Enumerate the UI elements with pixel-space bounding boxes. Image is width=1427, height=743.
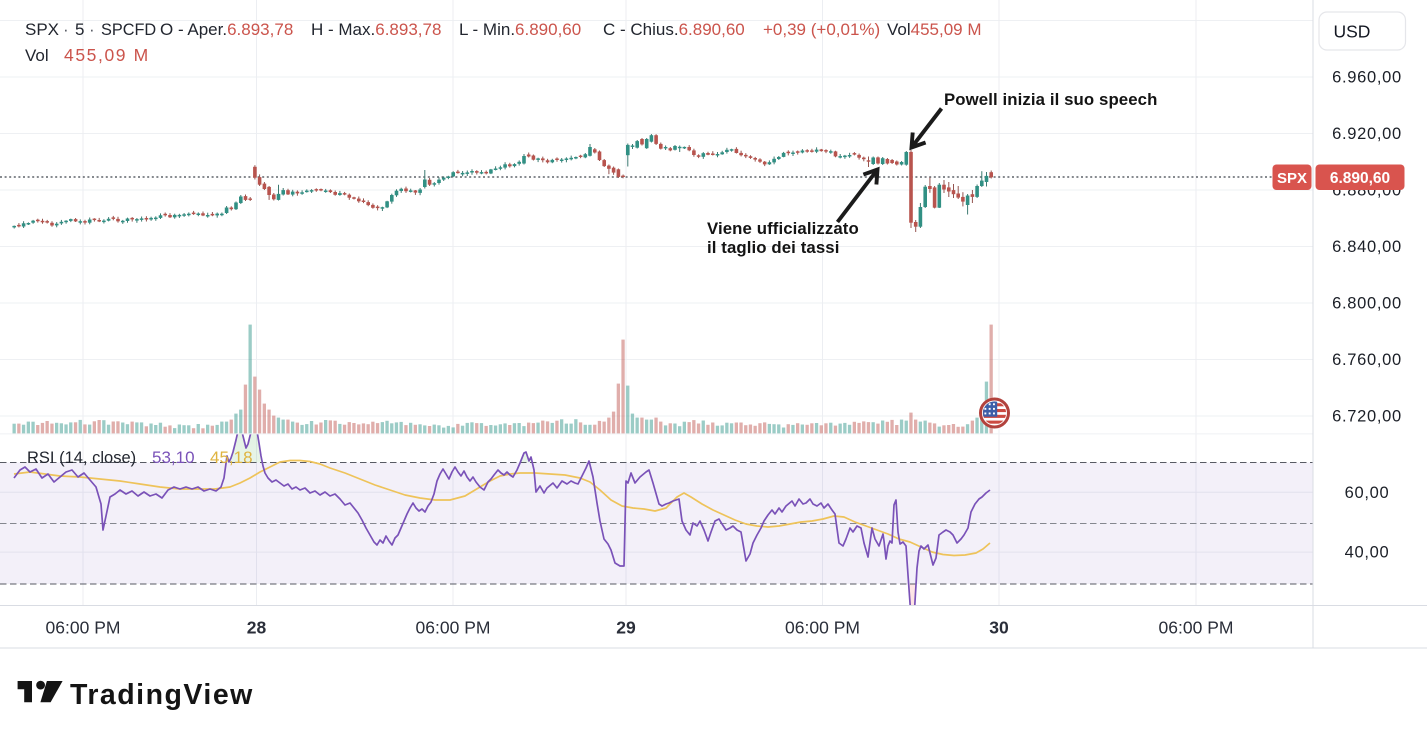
svg-text:29: 29	[616, 618, 636, 638]
svg-text:C - Chius.6.890,60: C - Chius.6.890,60	[603, 20, 745, 39]
svg-text:USD: USD	[1334, 22, 1371, 42]
svg-text:60,00: 60,00	[1345, 484, 1390, 502]
svg-text:RSI (14, close): RSI (14, close)	[27, 449, 136, 467]
svg-text:Vol: Vol	[25, 46, 49, 65]
svg-text:+0,39 (+0,01%): +0,39 (+0,01%)	[763, 20, 880, 39]
svg-text:Viene ufficializzato: Viene ufficializzato	[707, 219, 859, 238]
svg-text:6.800,00: 6.800,00	[1332, 295, 1402, 313]
svg-text:·: ·	[89, 20, 95, 39]
svg-text:6.720,00: 6.720,00	[1332, 408, 1402, 426]
svg-text:Vol455,09 M: Vol455,09 M	[887, 20, 982, 39]
svg-text:28: 28	[247, 618, 267, 638]
svg-text:6.890,60: 6.890,60	[1330, 170, 1390, 187]
svg-text:il taglio dei tassi: il taglio dei tassi	[707, 238, 839, 257]
svg-text:6.840,00: 6.840,00	[1332, 238, 1402, 256]
svg-text:06:00 PM: 06:00 PM	[46, 618, 121, 638]
svg-text:06:00 PM: 06:00 PM	[785, 618, 860, 638]
svg-text:L - Min.6.890,60: L - Min.6.890,60	[459, 20, 581, 39]
svg-text:40,00: 40,00	[1345, 544, 1390, 562]
svg-text:6.920,00: 6.920,00	[1332, 125, 1402, 143]
svg-text:6.760,00: 6.760,00	[1332, 351, 1402, 369]
svg-text:45,18: 45,18	[210, 448, 253, 467]
svg-text:SPX: SPX	[25, 20, 59, 39]
svg-text:30: 30	[989, 618, 1009, 638]
svg-text:SPX: SPX	[1277, 170, 1307, 187]
svg-text:Powell inizia il suo speech: Powell inizia il suo speech	[944, 90, 1157, 109]
svg-text:455,09 M: 455,09 M	[64, 45, 150, 65]
svg-text:SPCFD: SPCFD	[101, 21, 156, 39]
svg-text:5: 5	[75, 20, 84, 39]
svg-text:06:00 PM: 06:00 PM	[416, 618, 491, 638]
svg-text:53,10: 53,10	[152, 448, 195, 467]
svg-text:TradingView: TradingView	[70, 679, 254, 711]
svg-text:H - Max.6.893,78: H - Max.6.893,78	[311, 20, 441, 39]
svg-text:O - Aper.6.893,78: O - Aper.6.893,78	[160, 20, 293, 39]
svg-text:06:00 PM: 06:00 PM	[1159, 618, 1234, 638]
svg-text:·: ·	[63, 20, 69, 39]
svg-text:6.960,00: 6.960,00	[1332, 69, 1402, 87]
